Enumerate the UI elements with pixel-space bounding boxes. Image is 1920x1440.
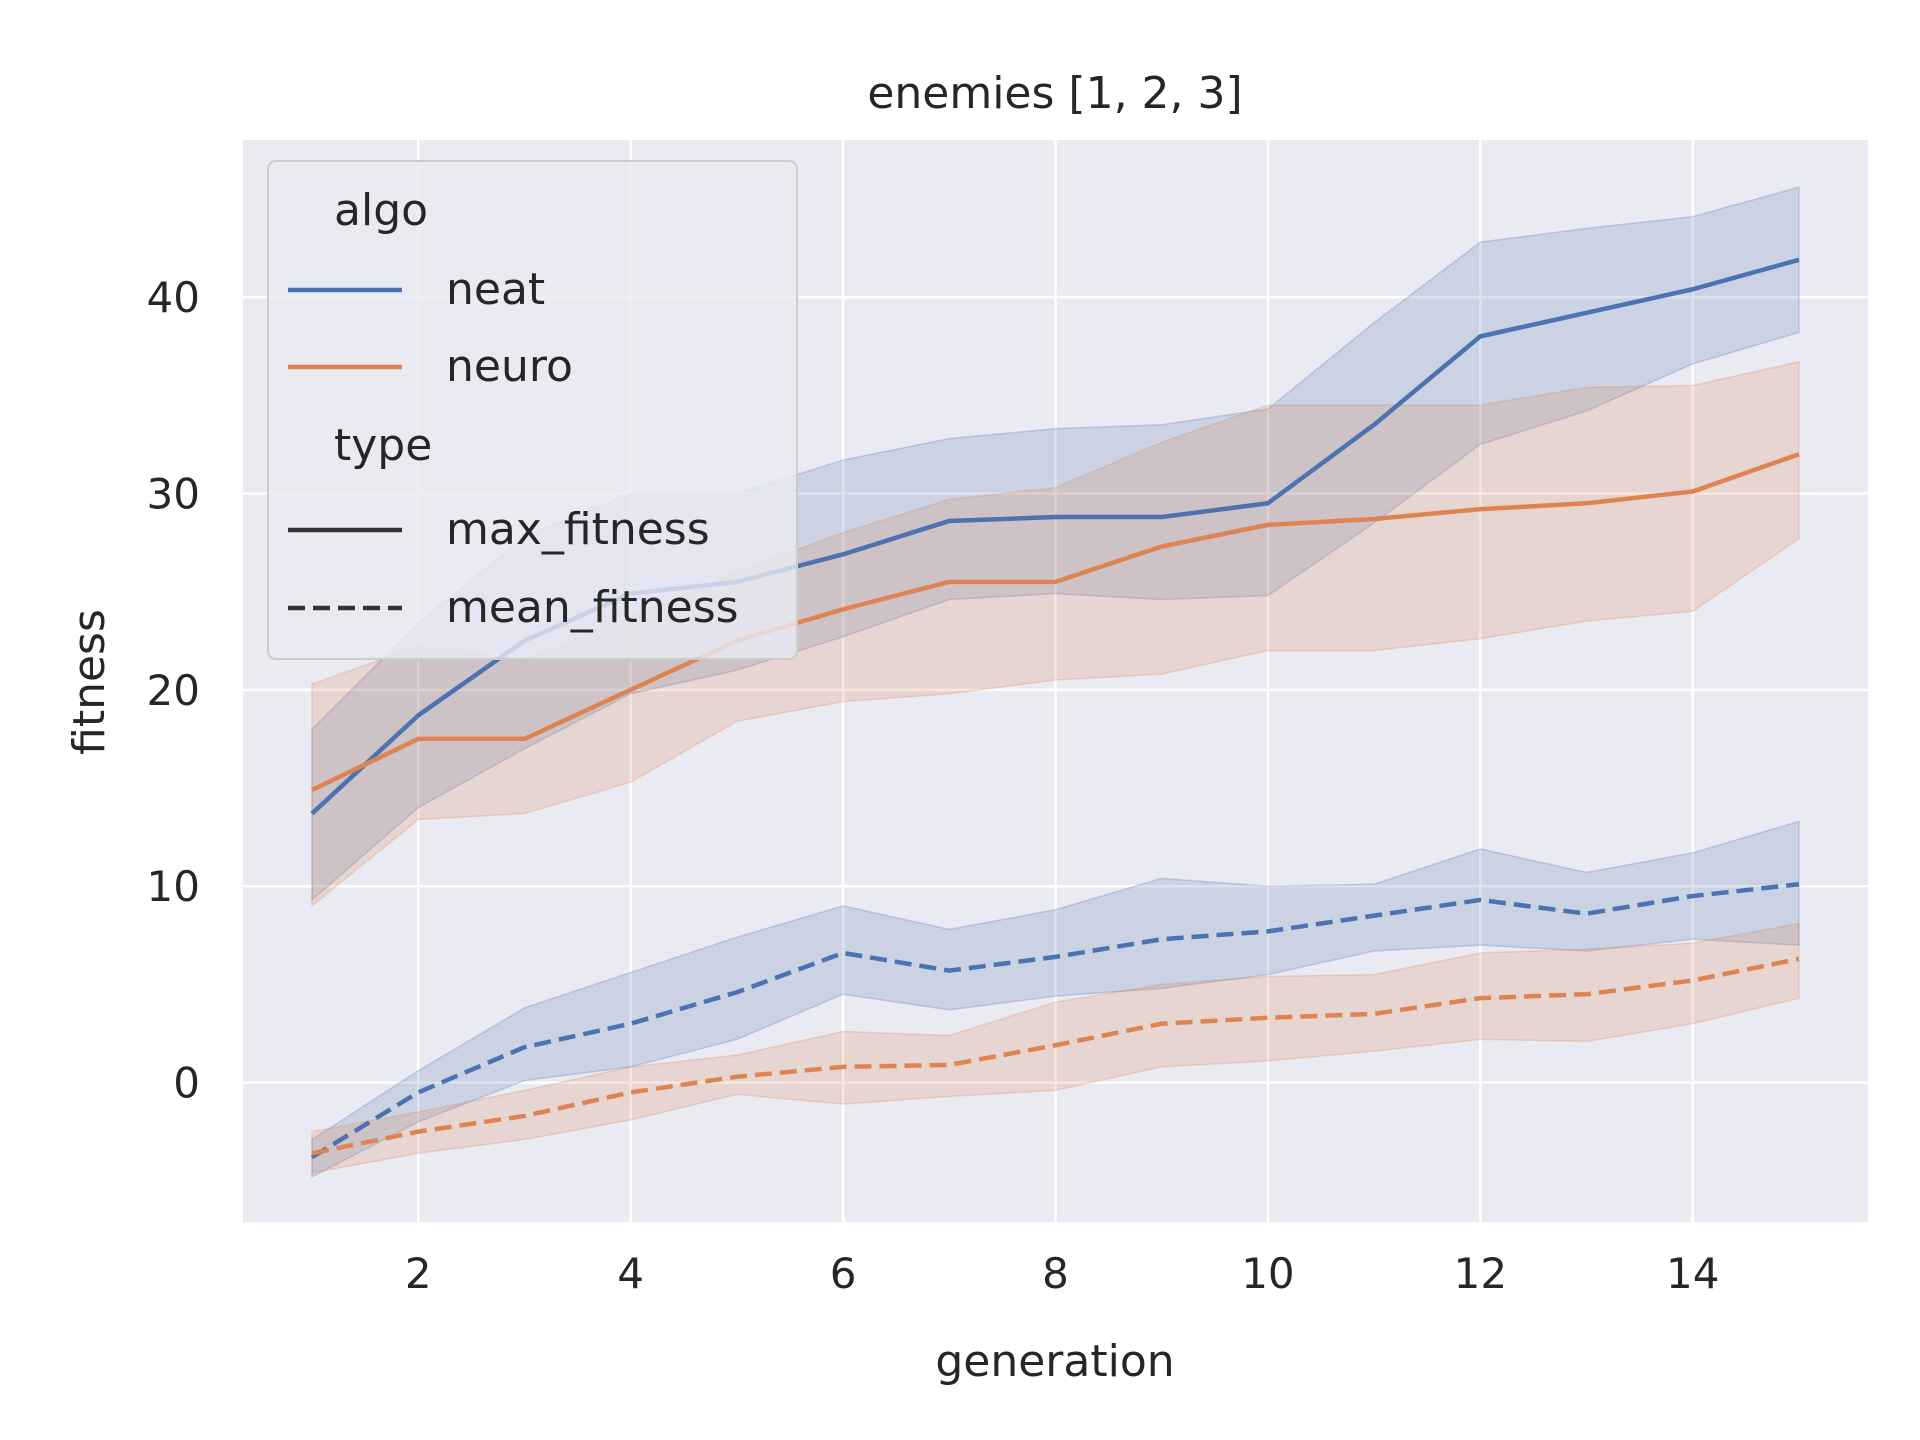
y-tick-label: 30 — [147, 469, 200, 518]
x-tick-label: 8 — [1042, 1249, 1069, 1298]
y-axis-label: fitness — [64, 609, 115, 755]
x-tick-label: 12 — [1454, 1249, 1507, 1298]
y-tick-label: 40 — [147, 273, 200, 322]
legend: algo neat neuro type max_fitness mean_fi… — [267, 160, 798, 660]
y-tick-label: 10 — [147, 862, 200, 911]
legend-title-type: type — [334, 420, 432, 471]
ci-band-neat-mean-fitness — [311, 820, 1800, 1179]
legend-label-neuro: neuro — [446, 341, 573, 392]
legend-box — [267, 160, 798, 660]
legend-label-neat: neat — [446, 264, 545, 315]
legend-label-mean-fitness: mean_fitness — [446, 582, 739, 633]
series-line-neuro-mean-fitness — [311, 956, 1800, 1156]
x-tick-label: 6 — [830, 1249, 857, 1298]
chart-title: enemies [1, 2, 3] — [867, 68, 1242, 119]
y-tick-labels: 0 10 20 30 40 — [147, 273, 200, 1107]
x-axis-label: generation — [935, 1336, 1174, 1387]
gridlines — [243, 140, 1868, 1222]
legend-title-algo: algo — [334, 185, 428, 236]
y-tick-label: 0 — [173, 1059, 200, 1108]
confidence-bands — [311, 186, 1800, 1179]
ci-band-neuro-max-fitness — [311, 360, 1800, 908]
series-line-neuro-max-fitness — [311, 452, 1800, 793]
x-tick-label: 2 — [405, 1249, 432, 1298]
x-tick-label: 10 — [1241, 1249, 1294, 1298]
x-tick-label: 4 — [617, 1249, 644, 1298]
ci-band-neuro-mean-fitness — [311, 922, 1800, 1174]
x-tick-labels: 2 4 6 8 10 12 14 — [405, 1249, 1720, 1298]
y-tick-label: 20 — [147, 666, 200, 715]
series-line-neat-mean-fitness — [310, 882, 1800, 1160]
x-tick-label: 14 — [1666, 1249, 1719, 1298]
legend-label-max-fitness: max_fitness — [446, 504, 710, 555]
ci-band-neat-max-fitness — [311, 186, 1800, 902]
